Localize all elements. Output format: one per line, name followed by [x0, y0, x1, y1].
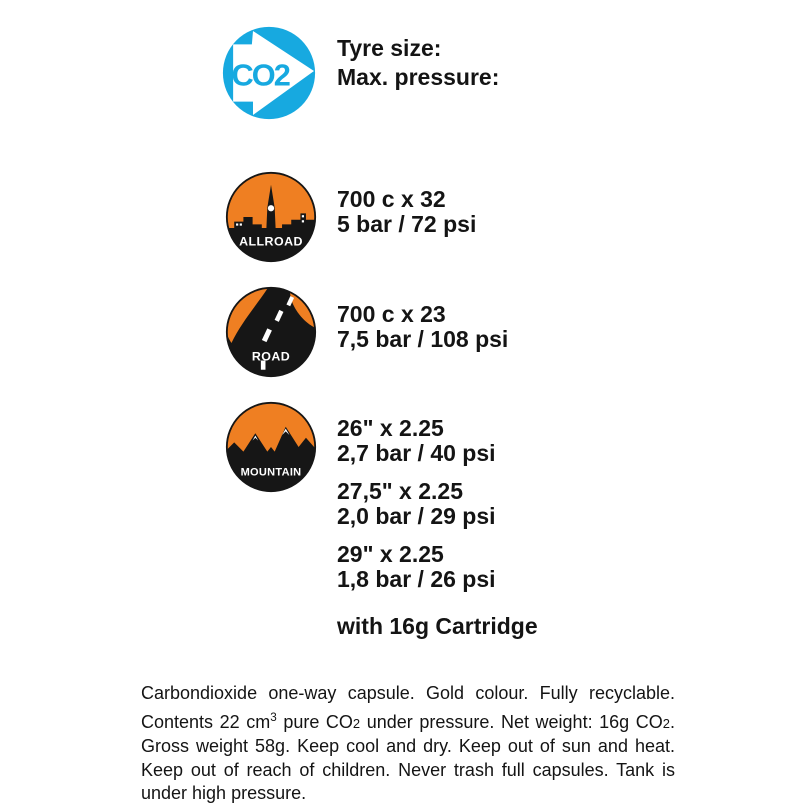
svg-text:ALLROAD: ALLROAD	[239, 235, 303, 249]
svg-text:MOUNTAIN: MOUNTAIN	[241, 467, 302, 479]
svg-text:CO2: CO2	[232, 57, 290, 92]
svg-text:ROAD: ROAD	[252, 350, 290, 364]
